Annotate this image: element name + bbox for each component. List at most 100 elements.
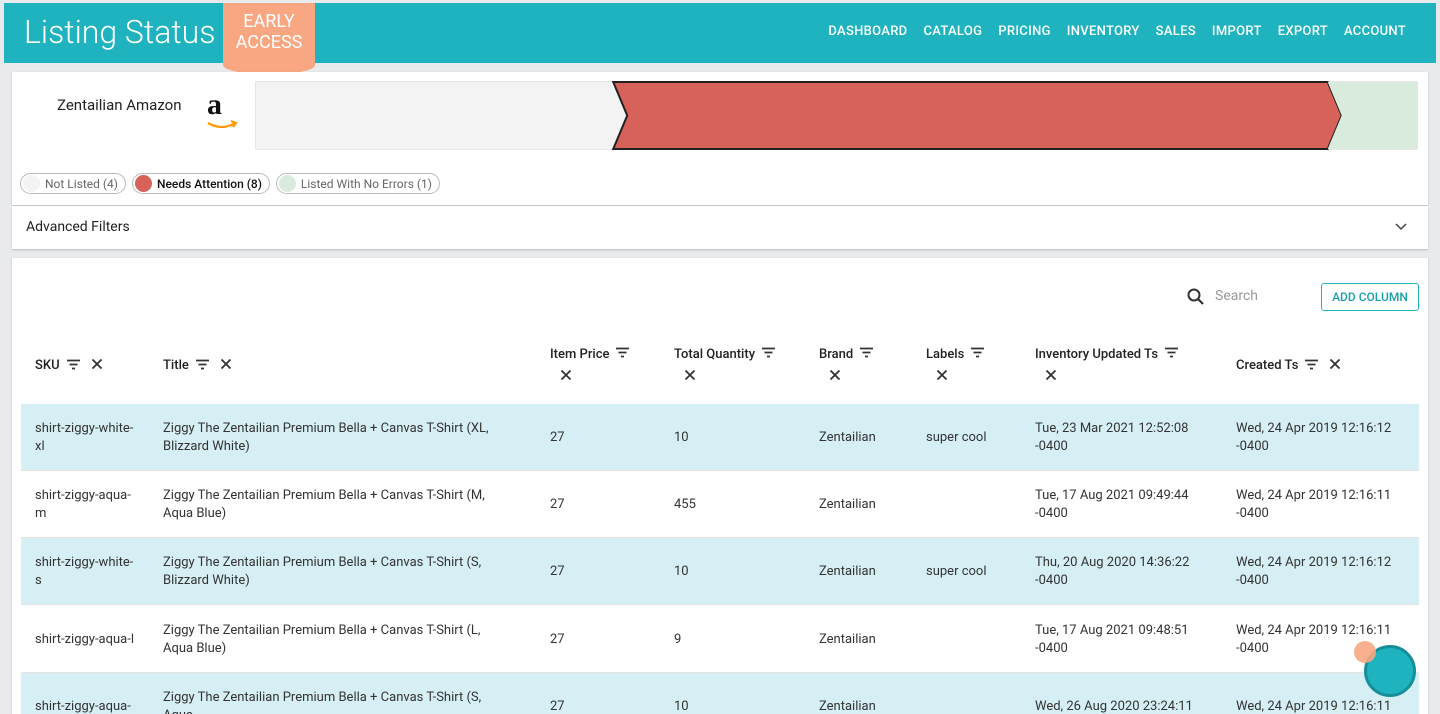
cell-text: Zentailian (819, 496, 876, 512)
table-cell: Wed, 24 Apr 2019 12:16:11 -0400 (1236, 606, 1406, 673)
filters-card[interactable]: Advanced Filters (12, 206, 1428, 249)
cell-text: Zentailian (819, 698, 876, 714)
table-cell: Zentailian (819, 404, 919, 471)
remove-icon[interactable] (560, 366, 572, 389)
table-cell: Wed, 24 Apr 2019 12:16:12 -0400 (1236, 538, 1406, 605)
filter-icon[interactable] (66, 355, 81, 378)
table-cell: Tue, 17 Aug 2021 09:49:44 -0400 (1035, 471, 1200, 538)
nav-item[interactable]: DASHBOARD (828, 24, 908, 39)
table-cell: Ziggy The Zentailian Premium Bella + Can… (163, 538, 508, 605)
cell-text: Tue, 17 Aug 2021 09:49:44 -0400 (1035, 487, 1189, 521)
status-segment (256, 82, 628, 149)
legend-pill[interactable]: Needs Attention (8) (131, 173, 270, 194)
cell-text: shirt-ziggy-white-s (35, 554, 134, 588)
table-row[interactable] (21, 404, 1419, 471)
search-input[interactable]: Search (1215, 288, 1259, 304)
nav-item[interactable]: EXPORT (1277, 24, 1328, 39)
header-content: SKU (35, 354, 103, 377)
remove-icon[interactable] (829, 366, 841, 389)
table-cell: shirt-ziggy-aqua- (35, 673, 135, 714)
table-row[interactable] (21, 471, 1419, 538)
table-cell: Tue, 17 Aug 2021 09:48:51 -0400 (1035, 606, 1200, 673)
nav-item[interactable]: ACCOUNT (1343, 24, 1406, 39)
cell-text: Ziggy The Zentailian Premium Bella + Can… (163, 689, 482, 714)
table-cell: shirt-ziggy-aqua-l (35, 606, 135, 673)
chat-button[interactable] (1364, 645, 1416, 697)
filters-title: Advanced Filters (26, 219, 130, 235)
filter-icon[interactable] (1304, 355, 1319, 378)
header-content: Title (163, 354, 232, 377)
column-title: Created Ts (1236, 358, 1299, 374)
table-cell: Zentailian (819, 471, 919, 538)
remove-icon[interactable] (684, 366, 696, 389)
filter-icon[interactable] (615, 343, 630, 366)
filter-icon[interactable] (859, 343, 874, 366)
cell-text: Ziggy The Zentailian Premium Bella + Can… (163, 554, 482, 588)
remove-icon[interactable] (91, 355, 103, 378)
cell-text: Zentailian (819, 563, 876, 579)
cell-text: Tue, 17 Aug 2021 09:48:51 -0400 (1035, 622, 1189, 656)
table-cell: Wed, 24 Apr 2019 12:16:11 -0400 (1236, 471, 1406, 538)
cell-text: Wed, 24 Apr 2019 12:16:11 -0400 (1236, 622, 1392, 656)
filter-icon[interactable] (970, 343, 985, 366)
cell-text: 27 (550, 698, 565, 714)
column-title: Title (163, 358, 189, 374)
filter-icon[interactable] (1164, 343, 1179, 366)
legend-pill[interactable]: Listed With No Errors (1) (275, 173, 440, 194)
cell-text: super cool (926, 429, 987, 445)
remove-icon[interactable] (936, 366, 948, 389)
nav-item[interactable]: SALES (1155, 24, 1196, 39)
header-content: Total Quantity (674, 343, 784, 389)
cell-text: 27 (550, 563, 565, 579)
column-header: Brand (819, 330, 889, 402)
status-bar (255, 81, 1418, 150)
nav: DASHBOARD CATALOG PRICING INVENTORY SALES IMP… (828, 24, 1406, 39)
cell-text: Ziggy The Zentailian Premium Bella + Can… (163, 622, 481, 656)
table-cell: Ziggy The Zentailian Premium Bella + Can… (163, 471, 508, 538)
search-icon (1187, 288, 1204, 305)
remove-icon[interactable] (1045, 366, 1057, 389)
cell-text: shirt-ziggy-aqua-m (35, 487, 131, 521)
column-title: Labels (926, 346, 965, 362)
legend-dot (23, 175, 40, 192)
chevron (1395, 223, 1407, 231)
header-content: Labels (926, 343, 1006, 389)
legend-label: Needs Attention (8) (156, 176, 262, 191)
filter-icon[interactable] (761, 343, 776, 366)
remove-icon[interactable] (220, 355, 232, 378)
table-row[interactable] (21, 606, 1419, 673)
nav-item[interactable]: INVENTORY (1066, 24, 1140, 39)
table-cell: 455 (674, 471, 794, 538)
cell-text: shirt-ziggy-white-xl (35, 420, 134, 454)
table-row[interactable] (21, 673, 1419, 714)
table-cell: Wed, 26 Aug 2020 23:24:11 (1035, 673, 1200, 714)
cell-text: Ziggy The Zentailian Premium Bella + Can… (163, 420, 489, 454)
filter-icon[interactable] (195, 355, 210, 378)
nav-item[interactable]: IMPORT (1211, 24, 1262, 39)
nav-item[interactable]: CATALOG (923, 24, 983, 39)
column-title: Inventory Updated Ts (1035, 346, 1159, 362)
add-column-button[interactable]: ADD COLUMN (1321, 283, 1419, 311)
early-access-badge: EARLY ACCESS (223, 3, 315, 73)
cell-text: Zentailian (819, 429, 876, 445)
status-segment (1327, 82, 1417, 149)
table-cell: Zentailian (819, 673, 919, 714)
table-cell: Wed, 24 Apr 2019 12:16:11 (1236, 673, 1406, 714)
column-header: Labels (926, 330, 1006, 402)
nav-item[interactable]: PRICING (998, 24, 1051, 39)
table-cell: Ziggy The Zentailian Premium Bella + Can… (163, 404, 508, 471)
table-cell: Tue, 23 Mar 2021 12:52:08 -0400 (1035, 404, 1200, 471)
legend-pill[interactable]: Not Listed (4) (20, 173, 126, 194)
table-cell: 10 (674, 673, 794, 714)
cell-text: 27 (550, 631, 565, 647)
cell-text: super cool (926, 563, 987, 579)
header-content: Created Ts (1236, 354, 1341, 377)
cell-text: Zentailian (819, 631, 876, 647)
cell-text: Wed, 24 Apr 2019 12:16:11 (1236, 698, 1392, 714)
remove-icon[interactable] (1329, 355, 1341, 378)
column-header: Total Quantity (674, 330, 784, 402)
table-row[interactable] (21, 538, 1419, 605)
legend-dot (134, 175, 152, 192)
